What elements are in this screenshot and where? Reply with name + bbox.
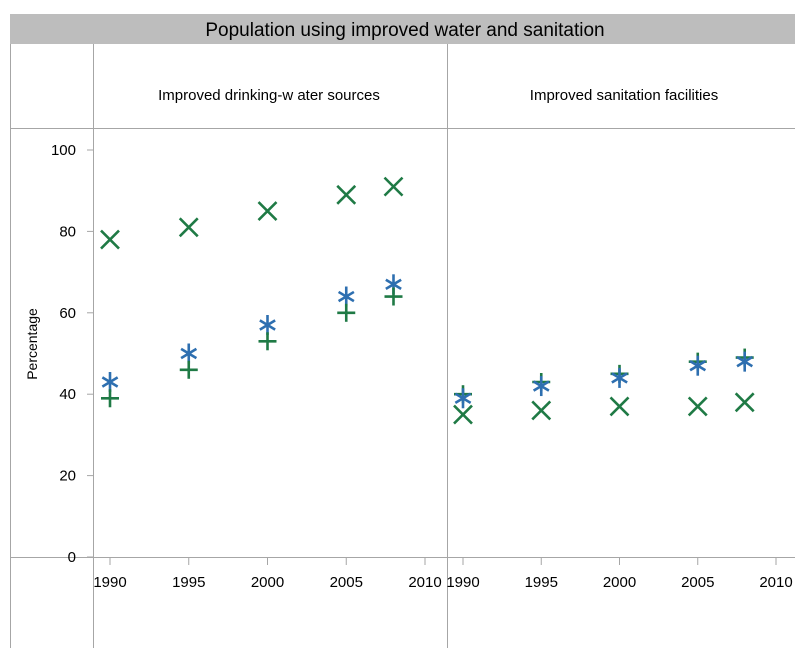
- chart-title: Population using improved water and sani…: [205, 20, 604, 41]
- x-tick-label: 2005: [681, 574, 714, 591]
- x-tick-label: 1995: [525, 574, 558, 591]
- x-tick-label: 2010: [759, 574, 792, 591]
- data-point-asterisk: [736, 351, 754, 372]
- data-point-asterisk: [689, 355, 707, 376]
- data-point-x: [178, 217, 199, 238]
- axis-ticks: 0 20 40 60 80 100 1990 1995 2000 2005 2010 1990 1995…: [51, 142, 793, 591]
- panel-frame: [10, 44, 795, 648]
- data-point-asterisk: [101, 371, 119, 392]
- x-tick-label: 2010: [408, 574, 441, 591]
- data-point-asterisk: [259, 315, 276, 336]
- title-bar: [10, 14, 795, 44]
- x-tick-label: 1990: [446, 574, 479, 591]
- data-marks: [100, 176, 755, 425]
- x-tick-label: 2005: [330, 574, 363, 591]
- data-point-plus: [101, 389, 119, 408]
- x-tick-label: 1990: [93, 574, 126, 591]
- panel-label-water: Improved drinking-w ater sources: [158, 87, 380, 104]
- data-point-x: [257, 201, 278, 221]
- y-axis-label: Percentage: [24, 308, 40, 380]
- data-point-plus: [337, 303, 356, 322]
- data-point-x: [383, 176, 404, 197]
- data-point-x: [609, 396, 630, 417]
- data-point-asterisk: [611, 367, 628, 388]
- data-point-asterisk: [337, 286, 355, 307]
- data-point-plus: [258, 332, 277, 351]
- data-point-x: [734, 392, 755, 413]
- data-point-x: [336, 184, 357, 205]
- y-tick-label: 0: [68, 549, 76, 566]
- y-tick-label: 80: [59, 223, 76, 240]
- data-point-x: [453, 404, 473, 425]
- data-point-x: [687, 396, 708, 417]
- x-tick-label: 2000: [251, 574, 284, 591]
- data-point-asterisk: [180, 343, 198, 364]
- y-tick-label: 100: [51, 142, 76, 159]
- y-tick-label: 60: [59, 305, 76, 322]
- y-tick-label: 40: [59, 386, 76, 403]
- data-point-asterisk: [532, 376, 550, 397]
- x-tick-label: 2000: [603, 574, 636, 591]
- data-point-asterisk: [454, 388, 472, 409]
- data-point-x: [100, 229, 120, 250]
- panel-label-sanitation: Improved sanitation facilities: [530, 87, 718, 104]
- x-tick-label: 1995: [172, 574, 205, 591]
- data-point-plus: [179, 360, 198, 379]
- data-point-x: [531, 400, 552, 421]
- y-tick-label: 20: [59, 468, 76, 485]
- data-point-plus: [384, 287, 403, 306]
